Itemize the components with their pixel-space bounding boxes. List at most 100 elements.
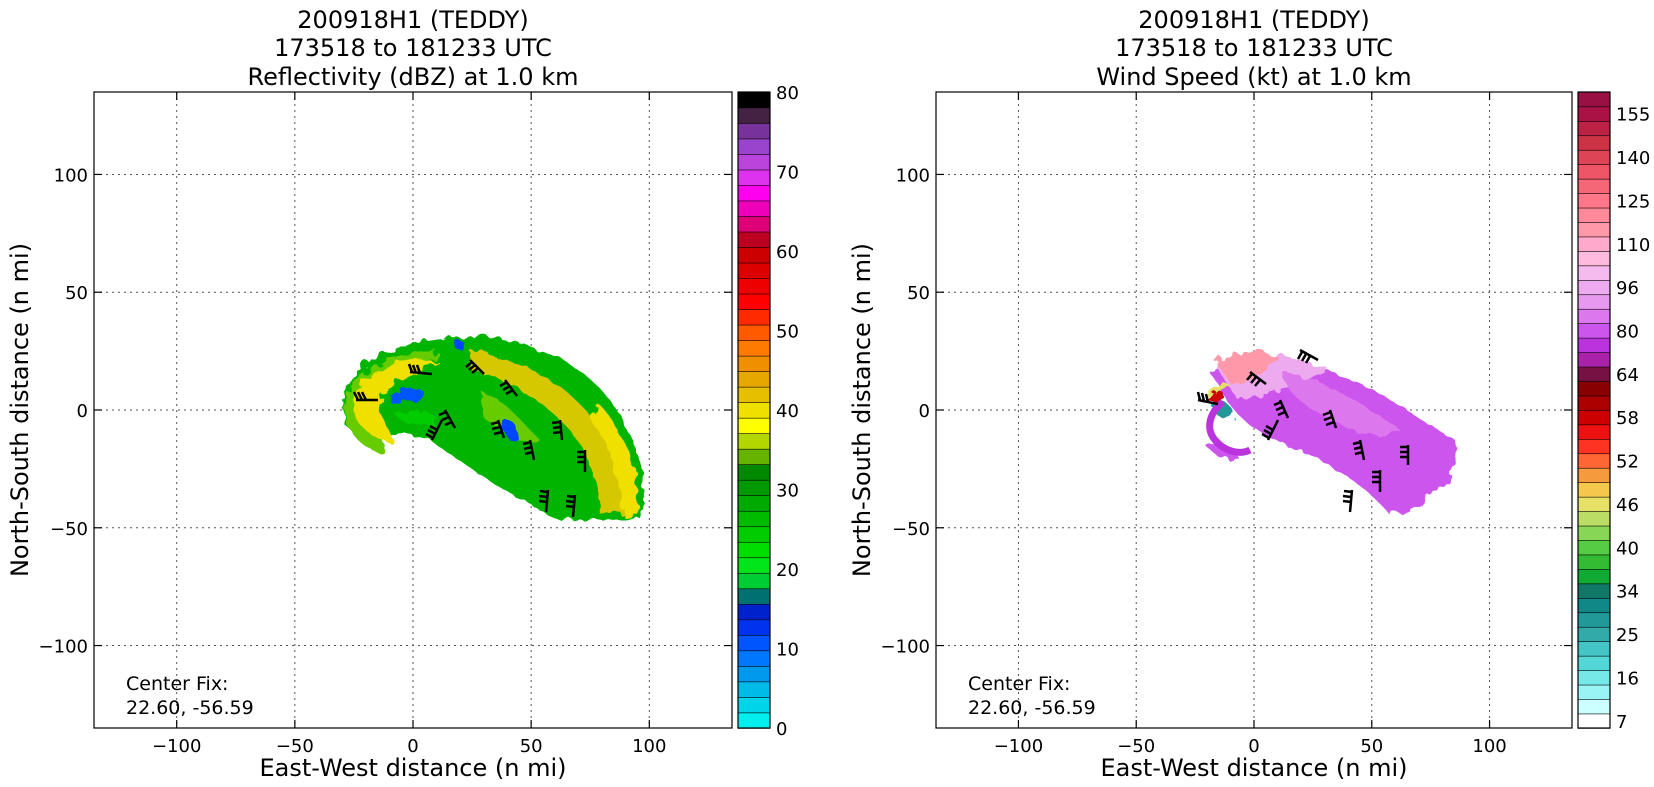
- colorbar-frame: [737, 91, 771, 729]
- colorbar-swatch: [1577, 395, 1611, 411]
- echo-region-outer-yellow: [592, 405, 639, 516]
- y-tick-label: −50: [50, 519, 88, 540]
- x-tick-label: 0: [1248, 736, 1259, 757]
- wind-region-violet-2: [1205, 443, 1240, 461]
- colorbar-swatch: [737, 603, 771, 621]
- reflectivity-panel: 200918H1 (TEDDY) 173518 to 181233 UTC Re…: [6, 6, 799, 782]
- colorbar-swatch: [737, 107, 771, 124]
- colorbar-swatch: [737, 619, 771, 636]
- y-tick-label: 100: [54, 165, 88, 186]
- colorbar-swatch: [1577, 467, 1611, 483]
- colorbar-tick-label: 96: [1616, 278, 1639, 299]
- colorbar-swatch: [1577, 322, 1611, 339]
- x-tick-label: −100: [152, 736, 201, 757]
- colorbar-swatch: [1577, 380, 1611, 397]
- colorbar-swatch: [737, 215, 771, 233]
- colorbar-swatch: [1577, 207, 1611, 223]
- reflectivity-field: [343, 335, 644, 520]
- colorbar-swatch: [737, 339, 771, 357]
- wind-barb: [1261, 419, 1280, 441]
- echo-region-yellow: [351, 359, 438, 444]
- colorbar-tick-label: 25: [1616, 625, 1639, 646]
- y-tick-label: 100: [896, 165, 930, 186]
- colorbar-swatch: [737, 370, 771, 388]
- colorbar-swatch: [737, 634, 771, 652]
- y-tick-label: 0: [919, 401, 930, 422]
- wind-barb: [538, 489, 550, 513]
- colorbar-swatch: [737, 681, 771, 698]
- colorbar-swatch: [737, 122, 771, 140]
- colorbar-swatch: [1577, 163, 1611, 180]
- colorbar-swatch: [737, 293, 771, 310]
- colorbar-swatch: [737, 231, 771, 248]
- colorbar-swatch: [1577, 669, 1611, 686]
- wind-barb: [352, 391, 378, 402]
- colorbar-tick-label: 20: [776, 560, 799, 581]
- colorbar-swatch: [737, 200, 771, 217]
- colorbar-swatch: [737, 169, 771, 186]
- colorbar-swatch: [1577, 106, 1611, 122]
- colorbar-swatch: [1577, 612, 1611, 628]
- colorbar-swatch: [737, 246, 771, 264]
- colorbar-swatch: [1577, 626, 1611, 642]
- reflectivity-ticks: −100 −50 0 50 100 −100 −50 0 50 100: [39, 92, 732, 757]
- colorbar-swatch: [737, 386, 771, 403]
- colorbar-swatch: [737, 665, 771, 683]
- colorbar-swatch: [1577, 250, 1611, 267]
- wind-annotation-line-1: Center Fix:: [968, 673, 1070, 695]
- colorbar-swatch: [1577, 438, 1611, 455]
- colorbar-swatch: [1577, 568, 1611, 585]
- colorbar-swatch: [737, 463, 771, 481]
- colorbar-swatch: [1577, 713, 1611, 729]
- colorbar-swatch: [1577, 698, 1611, 715]
- wind-title-line-2: 173518 to 181233 UTC: [1115, 34, 1393, 62]
- colorbar-swatch: [737, 355, 771, 372]
- colorbar-swatch: [737, 588, 771, 605]
- x-tick-label: 100: [1472, 736, 1506, 757]
- colorbar-swatch: [737, 401, 771, 419]
- wind-field: [1196, 348, 1456, 515]
- colorbar-tick-label: 16: [1616, 668, 1639, 689]
- colorbar-tick-label: 110: [1616, 235, 1650, 256]
- wind-barb: [1273, 399, 1290, 419]
- colorbar-swatch: [1577, 496, 1611, 512]
- y-tick-label: 50: [65, 283, 88, 304]
- y-tick-label: −50: [892, 519, 930, 540]
- colorbar-swatch: [737, 541, 771, 559]
- colorbar-tick-label: 46: [1616, 495, 1639, 516]
- y-tick-label: −100: [39, 637, 88, 658]
- colorbar-swatch: [1577, 424, 1611, 440]
- wind-region-yellow: [1205, 383, 1230, 398]
- wind-barb: [1322, 409, 1338, 429]
- colorbar-swatch: [1577, 149, 1611, 165]
- wind-title-line-3: Wind Speed (kt) at 1.0 km: [1096, 63, 1411, 91]
- x-tick-label: 50: [1360, 736, 1383, 757]
- wind-region-violet: [1210, 355, 1456, 515]
- colorbar-swatch: [1577, 337, 1611, 353]
- echo-region-blue-1: [390, 387, 425, 404]
- colorbar-swatch: [737, 138, 771, 155]
- colorbar-swatch: [737, 479, 771, 497]
- reflectivity-title-line-1: 200918H1 (TEDDY): [297, 6, 528, 34]
- colorbar-swatch: [737, 557, 771, 574]
- wind-title-line-1: 200918H1 (TEDDY): [1138, 6, 1369, 34]
- colorbar-swatch: [737, 432, 771, 450]
- colorbar-swatch: [1577, 366, 1611, 382]
- colorbar-swatch: [737, 495, 771, 512]
- colorbar-swatch: [737, 308, 771, 326]
- colorbar-tick-label: 40: [776, 401, 799, 422]
- colorbar-swatch: [1577, 236, 1611, 252]
- wind-region-pink: [1215, 351, 1280, 385]
- wind-colorbar: 7 16 25 34 40 46 52 58 64 80 96 110 125 140 155: [1577, 91, 1650, 733]
- x-tick-label: 0: [407, 736, 418, 757]
- y-tick-label: 50: [907, 283, 930, 304]
- wind-barb: [499, 379, 518, 397]
- colorbar-swatch: [737, 448, 771, 465]
- colorbar-swatch: [737, 324, 771, 341]
- colorbar-swatch: [737, 712, 771, 729]
- colorbar-swatch: [1577, 265, 1611, 281]
- colorbar-swatch: [737, 277, 771, 295]
- wind-barb: [465, 359, 485, 375]
- colorbar-swatch: [1577, 597, 1611, 614]
